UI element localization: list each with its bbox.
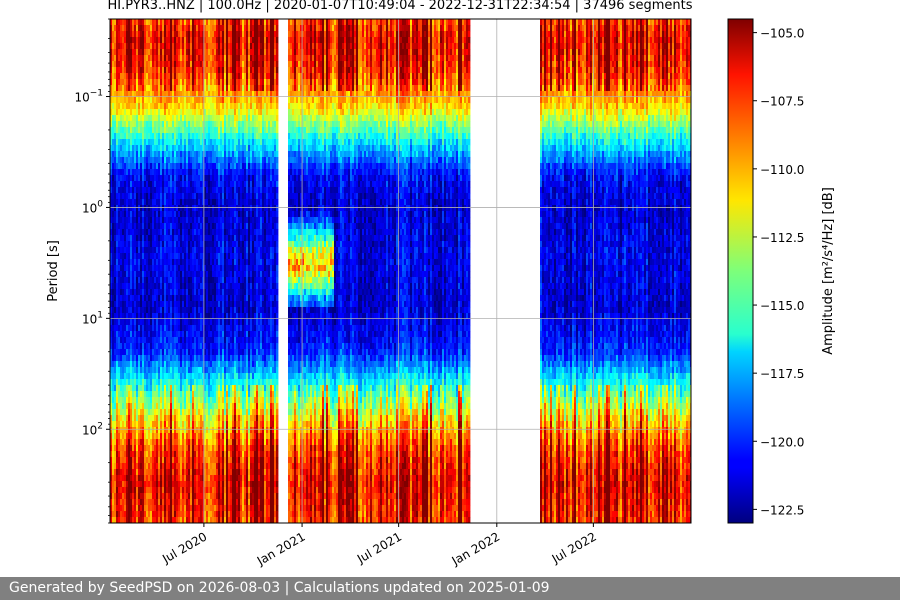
footer-text: Generated by SeedPSD on 2026-08-03 | Cal… [9, 580, 550, 596]
colorbar-tick-label: −110.0 [760, 163, 804, 177]
y-axis: 10−1 100 101 102 [74, 18, 110, 524]
data-gap [471, 19, 539, 523]
data-gap [279, 19, 288, 523]
colorbar-label: Amplitude [m²/s⁴/Hz] [dB] [821, 187, 836, 355]
footer-bar: Generated by SeedPSD on 2026-08-03 | Cal… [0, 577, 900, 600]
chart-title: HI.PYR3..HNZ | 100.0Hz | 2020-01-07T10:4… [0, 0, 800, 13]
colorbar-tick-label: −115.0 [760, 299, 804, 313]
x-axis: Jul 2020 Jan 2021 Jul 2021 Jan 2022 Jul 2022 [159, 523, 599, 569]
colorbar-tick-label: −112.5 [760, 231, 804, 245]
colorbar-ticks: −105.0 −107.5 −110.0 −112.5 −115.0 −117.5 −120… [753, 27, 804, 517]
y-tick-label: 10−1 [74, 89, 103, 105]
colorbar-gradient [727, 18, 754, 524]
grid-lines [110, 19, 691, 523]
y-tick-label: 101 [82, 310, 103, 326]
x-tick-label: Jul 2021 [354, 529, 404, 566]
colorbar-tick-label: −122.5 [760, 503, 804, 517]
x-tick-label: Jul 2022 [549, 529, 599, 566]
x-tick-label: Jan 2022 [449, 529, 503, 568]
data-gaps [279, 19, 539, 523]
plot-frame [109, 18, 692, 524]
colorbar-tick-label: −120.0 [760, 435, 804, 449]
colorbar-tick-label: −105.0 [760, 27, 804, 41]
colorbar-tick-label: −117.5 [760, 367, 804, 381]
spectrogram-heatmap [110, 19, 691, 523]
y-tick-label: 102 [82, 421, 103, 437]
colorbar: −105.0 −107.5 −110.0 −112.5 −115.0 −117.5 −120… [727, 18, 836, 524]
x-tick-label: Jan 2021 [254, 529, 308, 568]
y-tick-label: 100 [82, 199, 103, 215]
colorbar-tick-label: −107.5 [760, 95, 804, 109]
x-tick-label: Jul 2020 [159, 529, 209, 566]
y-axis-label: Period [s] [46, 240, 61, 302]
